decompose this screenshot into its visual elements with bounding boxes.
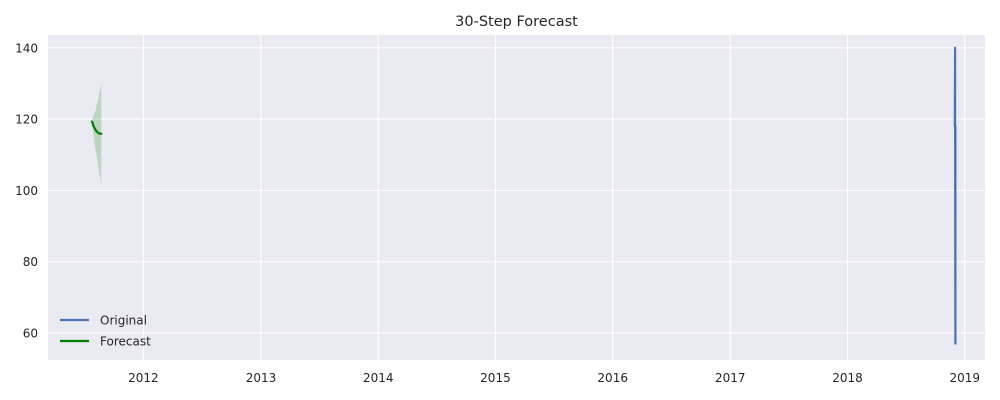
x-tick-label: 2016 [597,371,628,385]
series-line-original [953,46,957,345]
forecast-interval-layer [92,82,102,185]
y-tick-label: 120 [15,113,38,127]
x-tick-label: 2018 [832,371,863,385]
legend: Original Forecast [60,314,151,349]
y-axis-ticks: 60 80 100 120 140 [15,41,38,340]
x-tick-label: 2013 [246,371,277,385]
y-tick-label: 140 [15,41,38,55]
x-tick-label: 2017 [715,371,746,385]
legend-label-original: Original [100,314,147,328]
x-tick-label: 2019 [949,371,980,385]
x-tick-label: 2012 [128,371,159,385]
x-tick-label: 2014 [363,371,394,385]
y-tick-label: 80 [23,255,38,269]
series-layer [90,46,957,345]
series-line-forecast [90,120,103,135]
y-tick-label: 100 [15,184,38,198]
forecast-interval-band [92,82,102,185]
chart-title: 30-Step Forecast [455,14,578,30]
grid [48,35,985,360]
plot-background [48,35,985,360]
y-tick-label: 60 [23,326,38,340]
x-tick-label: 2015 [480,371,511,385]
x-axis-ticks: 2012 2013 2014 2015 2016 2017 2018 2019 [128,371,980,385]
legend-label-forecast: Forecast [100,335,151,349]
